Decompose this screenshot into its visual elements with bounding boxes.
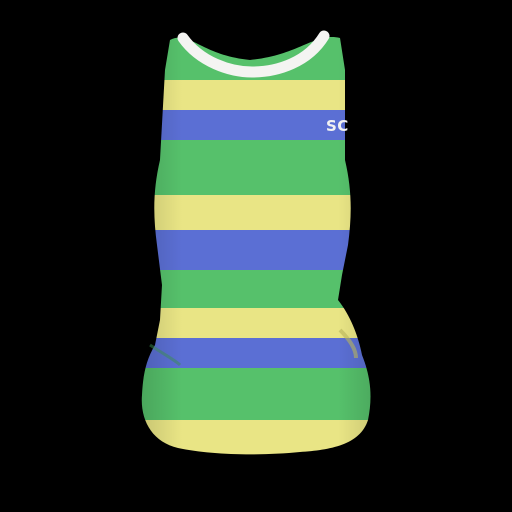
garment-body xyxy=(141,37,371,455)
leg-opening-left xyxy=(149,343,182,367)
chest-print-text: SC xyxy=(326,117,349,135)
leg-opening-right xyxy=(338,328,358,359)
collar xyxy=(177,30,330,78)
